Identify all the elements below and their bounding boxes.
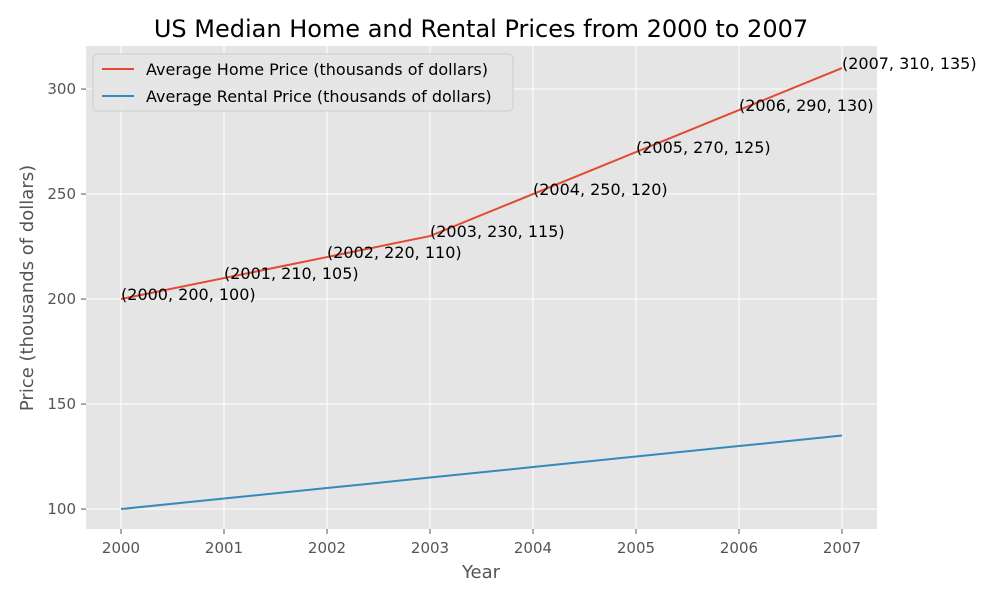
- series-lines: [120, 67, 843, 511]
- y-tick-label: 200: [47, 290, 76, 308]
- data-label: (2003, 230, 115): [430, 222, 565, 241]
- annotations: (2000, 200, 100) (2001, 210, 105) (2002, 2…: [121, 54, 977, 304]
- legend-label: Average Rental Price (thousands of dolla…: [146, 87, 492, 106]
- legend: Average Home Price (thousands of dollars…: [92, 53, 514, 112]
- data-label: (2000, 200, 100): [121, 285, 256, 304]
- data-label: (2001, 210, 105): [224, 264, 359, 283]
- y-tick-label: 150: [47, 395, 76, 413]
- home-price-line: [120, 67, 843, 301]
- x-axis-label: Year: [461, 562, 501, 583]
- rental-price-line: [120, 434, 843, 511]
- x-tick-label: 2006: [720, 539, 758, 557]
- plot-area: [86, 46, 877, 529]
- x-axis-ticks: 2000 2001 2002 2003 2004 2005 2006 2007: [102, 529, 861, 557]
- x-tick-label: 2005: [617, 539, 655, 557]
- legend-box: [92, 53, 514, 112]
- data-label: (2002, 220, 110): [327, 243, 462, 262]
- x-tick-label: 2003: [411, 539, 449, 557]
- chart-title: US Median Home and Rental Prices from 20…: [154, 15, 808, 43]
- y-axis-ticks: 100 150 200 250 300: [47, 80, 86, 518]
- x-tick-label: 2001: [205, 539, 243, 557]
- x-tick-label: 2007: [823, 539, 861, 557]
- data-label: (2007, 310, 135): [842, 54, 977, 73]
- y-tick-label: 100: [47, 500, 76, 518]
- x-tick-label: 2002: [308, 539, 346, 557]
- y-axis-label: Price (thousands of dollars): [17, 165, 38, 411]
- x-tick-label: 2004: [514, 539, 552, 557]
- data-label: (2006, 290, 130): [739, 96, 874, 115]
- data-label: (2004, 250, 120): [533, 180, 668, 199]
- legend-label: Average Home Price (thousands of dollars…: [146, 60, 488, 79]
- grid: [86, 46, 877, 529]
- x-tick-label: 2000: [102, 539, 140, 557]
- y-tick-label: 300: [47, 80, 76, 98]
- y-tick-label: 250: [47, 185, 76, 203]
- data-label: (2005, 270, 125): [636, 138, 771, 157]
